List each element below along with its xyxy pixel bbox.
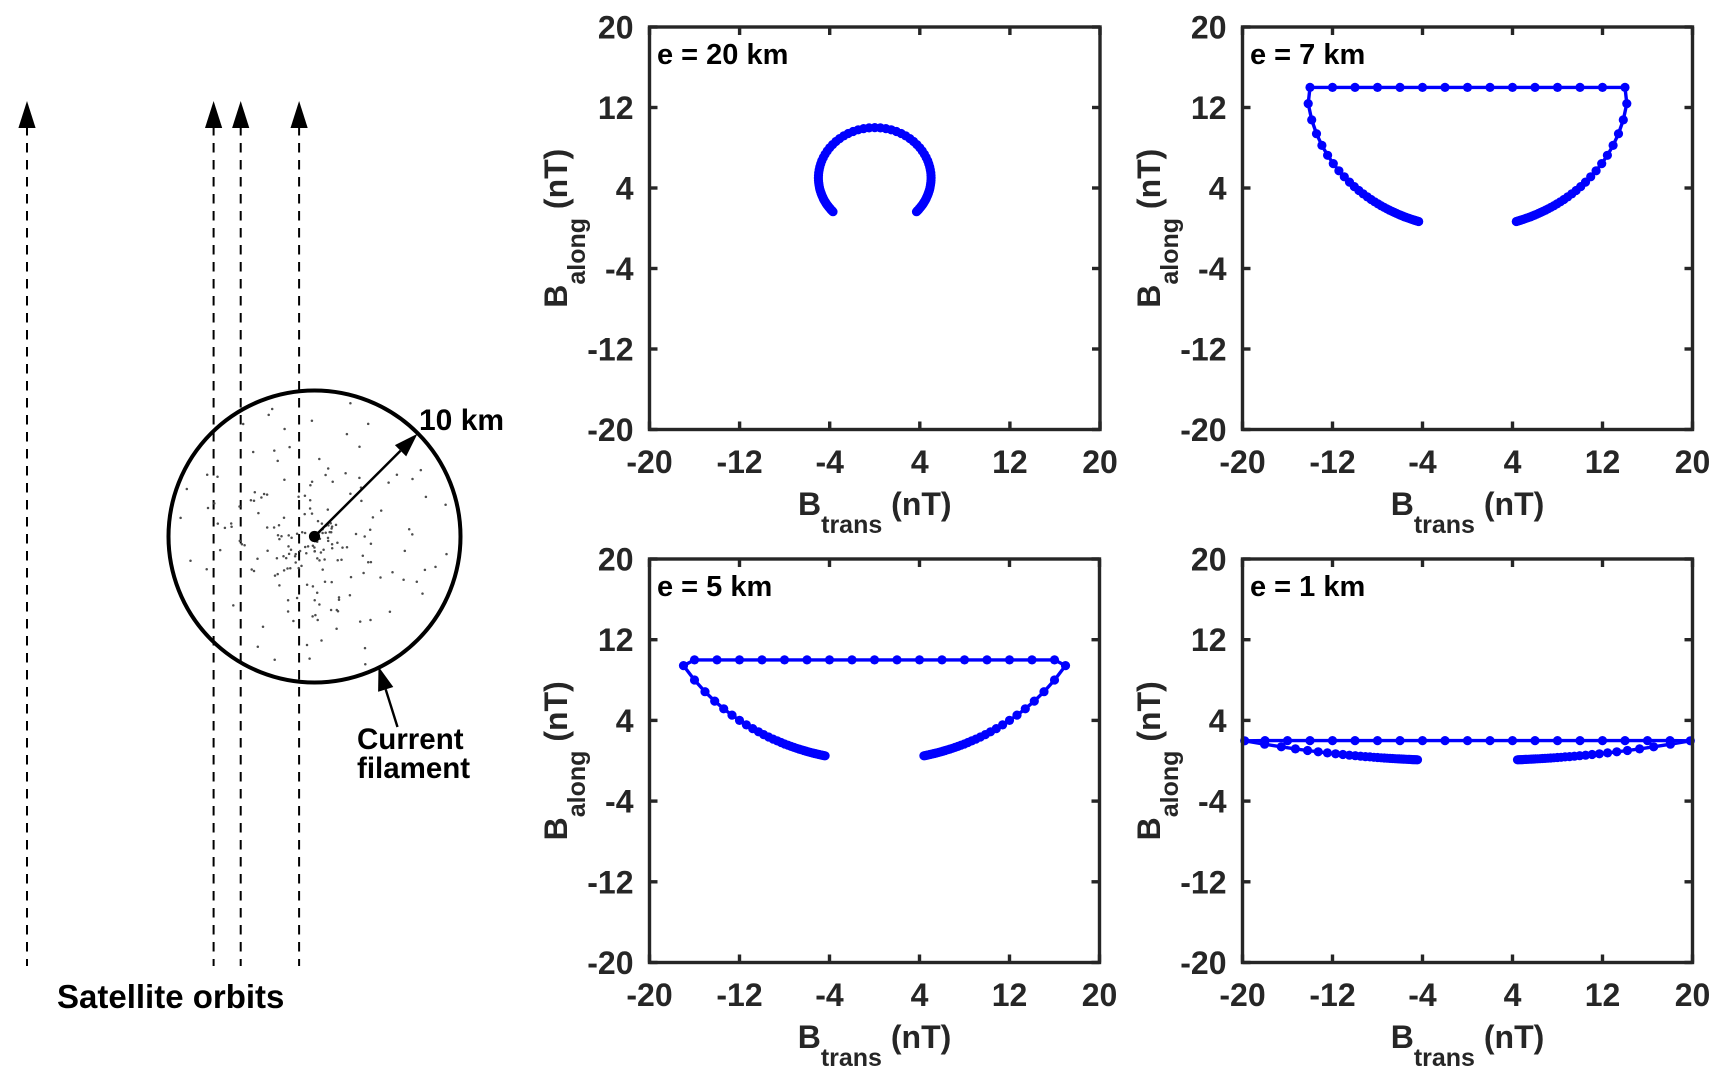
svg-text:-4: -4	[1198, 251, 1227, 287]
svg-text:20: 20	[1191, 542, 1227, 578]
svg-text:e = 7 km: e = 7 km	[1250, 39, 1365, 71]
svg-text:-4: -4	[815, 444, 844, 480]
svg-text:12: 12	[598, 622, 634, 658]
svg-text:Btrans (nT): Btrans (nT)	[1391, 486, 1545, 539]
svg-text:-20: -20	[1219, 444, 1265, 480]
svg-text:12: 12	[1585, 977, 1621, 1013]
svg-text:Btrans (nT): Btrans (nT)	[1391, 1019, 1545, 1072]
svg-text:-20: -20	[626, 444, 672, 480]
svg-text:e = 20 km: e = 20 km	[657, 39, 788, 71]
svg-text:Balong (nT): Balong (nT)	[538, 681, 591, 840]
svg-text:-12: -12	[1180, 864, 1226, 900]
svg-text:12: 12	[1191, 90, 1227, 126]
svg-text:Btrans (nT): Btrans (nT)	[798, 1019, 952, 1072]
svg-text:12: 12	[598, 90, 634, 126]
svg-text:-20: -20	[587, 945, 633, 981]
svg-text:12: 12	[992, 977, 1028, 1013]
svg-text:-12: -12	[1309, 444, 1355, 480]
svg-text:filament: filament	[357, 752, 470, 785]
svg-text:-12: -12	[1309, 977, 1355, 1013]
svg-text:e = 1 km: e = 1 km	[1250, 571, 1365, 603]
svg-text:-20: -20	[1180, 945, 1226, 981]
svg-text:-4: -4	[1198, 784, 1227, 820]
svg-text:4: 4	[1209, 703, 1227, 739]
svg-text:4: 4	[1504, 444, 1522, 480]
svg-text:4: 4	[911, 977, 929, 1013]
svg-text:-12: -12	[587, 864, 633, 900]
svg-text:-12: -12	[1180, 332, 1226, 368]
svg-text:20: 20	[1191, 10, 1227, 46]
svg-text:4: 4	[1504, 977, 1522, 1013]
svg-text:Balong (nT): Balong (nT)	[1131, 681, 1184, 840]
svg-text:20: 20	[1675, 444, 1711, 480]
svg-text:-12: -12	[587, 332, 633, 368]
svg-text:Balong (nT): Balong (nT)	[538, 149, 591, 308]
svg-text:12: 12	[1585, 444, 1621, 480]
svg-text:-20: -20	[1180, 412, 1226, 448]
svg-text:-4: -4	[1408, 977, 1437, 1013]
svg-text:-4: -4	[605, 784, 634, 820]
svg-text:20: 20	[1082, 977, 1118, 1013]
svg-text:-20: -20	[1219, 977, 1265, 1013]
svg-text:-12: -12	[716, 444, 762, 480]
svg-text:-4: -4	[1408, 444, 1437, 480]
svg-text:-20: -20	[626, 977, 672, 1013]
svg-text:-4: -4	[815, 977, 844, 1013]
svg-text:Current: Current	[357, 723, 464, 756]
svg-text:4: 4	[616, 703, 634, 739]
svg-text:20: 20	[1675, 977, 1711, 1013]
svg-text:20: 20	[598, 10, 634, 46]
svg-text:4: 4	[911, 444, 929, 480]
svg-text:Balong (nT): Balong (nT)	[1131, 149, 1184, 308]
svg-text:4: 4	[616, 171, 634, 207]
svg-text:20: 20	[1082, 444, 1118, 480]
svg-text:12: 12	[992, 444, 1028, 480]
svg-text:e = 5 km: e = 5 km	[657, 571, 772, 603]
svg-text:4: 4	[1209, 171, 1227, 207]
svg-text:-20: -20	[587, 412, 633, 448]
svg-text:Btrans (nT): Btrans (nT)	[798, 486, 952, 539]
svg-text:10 km: 10 km	[419, 404, 504, 437]
svg-text:-12: -12	[716, 977, 762, 1013]
svg-text:Satellite orbits: Satellite orbits	[57, 978, 284, 1015]
svg-text:20: 20	[598, 542, 634, 578]
svg-text:12: 12	[1191, 622, 1227, 658]
svg-text:-4: -4	[605, 251, 634, 287]
